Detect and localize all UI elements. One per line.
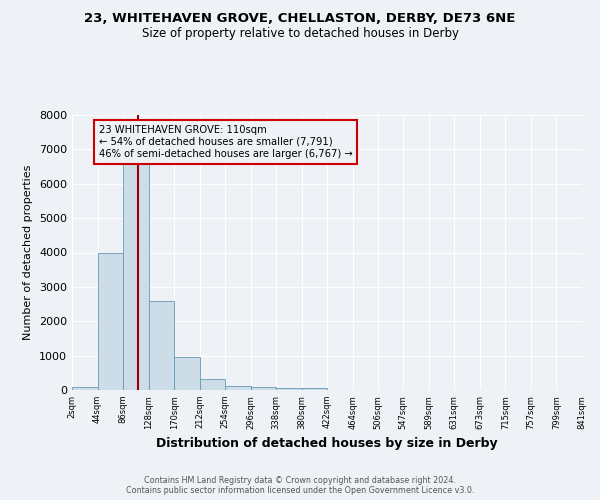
Text: 23 WHITEHAVEN GROVE: 110sqm
← 54% of detached houses are smaller (7,791)
46% of : 23 WHITEHAVEN GROVE: 110sqm ← 54% of det… [99, 126, 352, 158]
Bar [251, 387, 276, 390]
Bar [123, 163, 149, 390]
Bar [98, 252, 123, 390]
Text: Size of property relative to detached houses in Derby: Size of property relative to detached ho… [142, 28, 458, 40]
X-axis label: Distribution of detached houses by size in Derby: Distribution of detached houses by size … [156, 437, 498, 450]
Bar [200, 380, 225, 390]
Y-axis label: Number of detached properties: Number of detached properties [23, 165, 34, 340]
Text: Contains HM Land Registry data © Crown copyright and database right 2024.
Contai: Contains HM Land Registry data © Crown c… [126, 476, 474, 495]
Bar [72, 387, 98, 390]
Bar [302, 388, 328, 390]
Bar [174, 357, 200, 390]
Bar [225, 386, 251, 390]
Bar [276, 388, 302, 390]
Text: 23, WHITEHAVEN GROVE, CHELLASTON, DERBY, DE73 6NE: 23, WHITEHAVEN GROVE, CHELLASTON, DERBY,… [85, 12, 515, 26]
Bar [149, 300, 174, 390]
